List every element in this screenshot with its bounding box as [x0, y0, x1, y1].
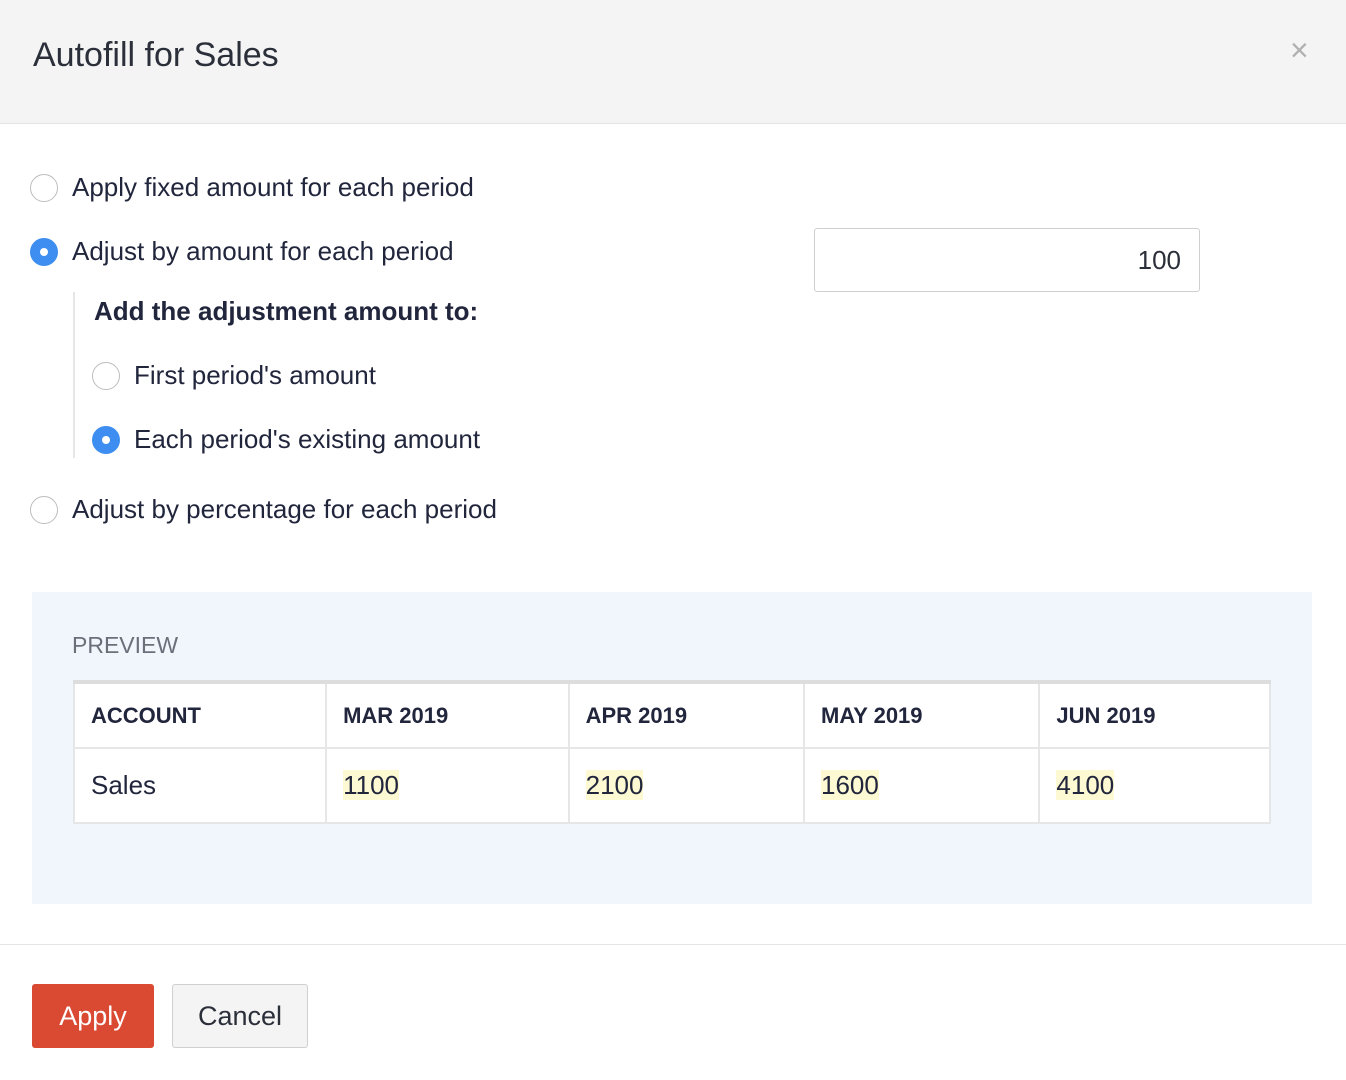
column-header: APR 2019	[567, 680, 806, 749]
preview-label: PREVIEW	[72, 632, 179, 658]
radio-icon[interactable]	[30, 173, 58, 202]
option-adjust-percentage[interactable]: Adjust by percentage for each period	[30, 494, 497, 525]
option-label: Each period's existing amount	[134, 424, 481, 454]
value-cell: 1100	[325, 747, 570, 824]
value-cell: 2100	[567, 747, 806, 824]
column-header: MAY 2019	[802, 680, 1041, 749]
value: 1100	[343, 770, 399, 800]
dialog-title: Autofill for Sales	[33, 36, 279, 74]
preview-table: ACCOUNT MAR 2019 APR 2019 MAY 2019 JUN 2…	[72, 680, 1271, 824]
option-label: Adjust by amount for each period	[72, 236, 454, 266]
account-cell: Sales	[72, 747, 328, 824]
column-header: MAR 2019	[325, 680, 570, 749]
divider	[73, 292, 75, 458]
option-each-period[interactable]: Each period's existing amount	[92, 424, 480, 455]
radio-selected-icon[interactable]	[30, 237, 58, 266]
option-label: First period's amount	[134, 360, 376, 390]
radio-icon[interactable]	[30, 495, 58, 524]
adjust-amount-input[interactable]	[814, 228, 1200, 292]
value: 1600	[821, 770, 879, 800]
option-fixed-amount[interactable]: Apply fixed amount for each period	[30, 172, 474, 203]
value: 2100	[585, 770, 644, 800]
column-header: JUN 2019	[1038, 680, 1271, 749]
option-adjust-amount[interactable]: Adjust by amount for each period	[30, 236, 454, 267]
value-cell: 1600	[802, 747, 1041, 824]
close-icon[interactable]: ×	[1290, 32, 1309, 68]
option-label: Adjust by percentage for each period	[72, 494, 497, 524]
cancel-button[interactable]: Cancel	[172, 984, 308, 1048]
dialog-header: Autofill for Sales ×	[0, 0, 1346, 124]
apply-button[interactable]: Apply	[32, 984, 154, 1048]
preview-panel: PREVIEW ACCOUNT MAR 2019 APR 2019 MAY 20…	[32, 592, 1312, 904]
radio-icon[interactable]	[92, 361, 120, 390]
value-cell: 4100	[1038, 747, 1271, 824]
adjustment-heading: Add the adjustment amount to:	[94, 296, 479, 326]
option-first-period[interactable]: First period's amount	[92, 360, 376, 391]
option-label: Apply fixed amount for each period	[72, 172, 474, 202]
table-row: Sales 1100 2100 1600 4100	[72, 747, 1271, 824]
value: 4100	[1056, 770, 1115, 800]
radio-selected-icon[interactable]	[92, 425, 120, 454]
table-header-row: ACCOUNT MAR 2019 APR 2019 MAY 2019 JUN 2…	[72, 680, 1271, 749]
divider	[0, 944, 1346, 945]
column-header: ACCOUNT	[72, 680, 328, 749]
